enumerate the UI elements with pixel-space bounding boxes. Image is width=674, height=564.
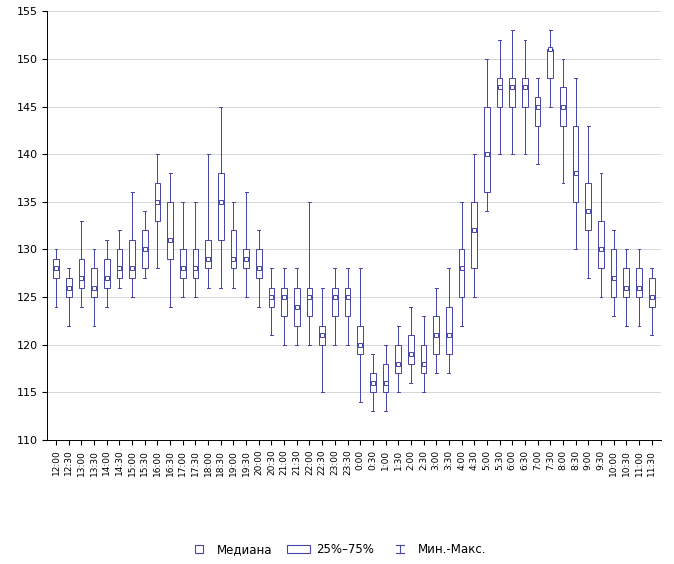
Bar [446, 307, 452, 354]
Bar [193, 249, 198, 278]
Bar [142, 230, 148, 268]
Bar [129, 240, 135, 278]
Bar [357, 325, 363, 354]
Bar [433, 316, 439, 354]
Bar [598, 221, 604, 268]
Bar [117, 249, 122, 278]
Bar [484, 107, 490, 192]
Bar [547, 50, 553, 78]
Bar [53, 259, 59, 278]
Bar [218, 173, 224, 240]
Bar [471, 202, 477, 268]
Bar [79, 259, 84, 288]
Legend: Медиана, 25%–75%, Мин.-Макс.: Медиана, 25%–75%, Мин.-Макс. [183, 539, 491, 561]
Bar [370, 373, 375, 393]
Bar [206, 240, 211, 268]
Bar [573, 126, 578, 202]
Bar [408, 335, 414, 364]
Bar [560, 87, 565, 126]
Bar [294, 288, 300, 325]
Bar [66, 278, 71, 297]
Bar [307, 288, 312, 316]
Bar [91, 268, 97, 297]
Bar [104, 259, 110, 288]
Bar [510, 78, 515, 107]
Bar [383, 364, 388, 393]
Bar [497, 78, 502, 107]
Bar [459, 249, 464, 297]
Bar [344, 288, 350, 316]
Bar [636, 268, 642, 297]
Bar [623, 268, 629, 297]
Bar [421, 345, 427, 373]
Bar [243, 249, 249, 268]
Bar [154, 183, 160, 221]
Bar [180, 249, 185, 278]
Bar [534, 97, 541, 126]
Bar [269, 288, 274, 307]
Bar [611, 249, 617, 297]
Bar [649, 278, 654, 307]
Bar [281, 288, 287, 316]
Bar [167, 202, 173, 259]
Bar [231, 230, 237, 268]
Bar [319, 325, 325, 345]
Bar [586, 183, 591, 230]
Bar [332, 288, 338, 316]
Bar [522, 78, 528, 107]
Bar [396, 345, 401, 373]
Bar [256, 249, 262, 278]
